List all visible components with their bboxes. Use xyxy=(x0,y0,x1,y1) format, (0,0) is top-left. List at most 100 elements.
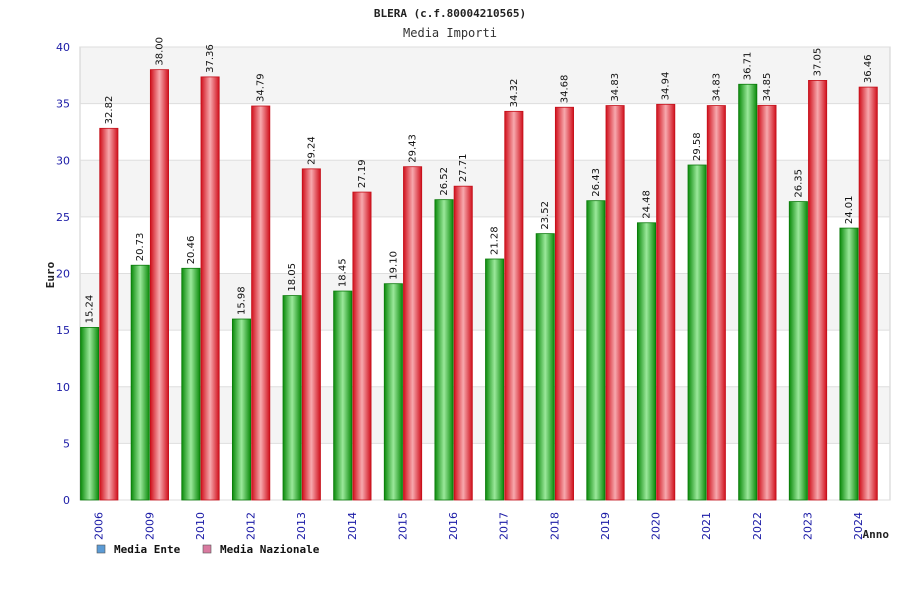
bar-media-ente xyxy=(434,199,454,501)
bar-media-ente xyxy=(687,164,707,501)
y-axis-ticks: 0 5 10 15 20 25 30 35 40 xyxy=(56,41,70,507)
chart-subtitle: Media Importi xyxy=(403,26,497,40)
legend-label: Media Ente xyxy=(114,543,181,556)
x-tick-label: 2024 xyxy=(852,512,865,540)
data-label: 26.35 xyxy=(793,169,804,198)
bar-media-ente xyxy=(231,318,252,501)
x-tick-label: 2012 xyxy=(245,512,258,540)
bar-media-ente xyxy=(788,201,808,501)
x-axis-ticks: 2006 2009 2010 2012 2013 2014 2015 2016 2017 2018… xyxy=(93,512,865,540)
legend-swatch xyxy=(202,544,212,554)
data-label: 34.79 xyxy=(256,73,267,102)
x-tick-label: 2009 xyxy=(143,512,156,540)
data-label: 18.45 xyxy=(338,258,349,287)
bar-media-nazionale xyxy=(706,105,726,501)
data-label: 32.82 xyxy=(104,96,115,125)
y-tick-label: 40 xyxy=(56,41,70,54)
x-tick-label: 2010 xyxy=(194,512,207,540)
data-label: 18.05 xyxy=(287,263,298,292)
bar-media-ente xyxy=(636,222,657,501)
data-label: 34.83 xyxy=(711,73,722,102)
bar-media-ente xyxy=(839,227,859,501)
bar-media-ente xyxy=(383,283,403,501)
data-label: 24.48 xyxy=(641,190,652,219)
x-tick-label: 2018 xyxy=(548,512,561,540)
data-label: 26.43 xyxy=(591,168,602,197)
y-tick-label: 15 xyxy=(56,324,70,337)
bar-media-nazionale xyxy=(808,80,828,501)
bar-media-ente xyxy=(333,290,353,501)
data-label: 21.28 xyxy=(490,226,501,255)
bar-media-nazionale xyxy=(99,127,119,501)
x-tick-label: 2022 xyxy=(751,512,764,540)
data-label: 27.19 xyxy=(357,159,368,188)
data-labels: 15.24 32.82 20.73 38.00 20.46 37.36 15.98 34.79… xyxy=(85,37,875,323)
bar-media-nazionale xyxy=(403,166,423,501)
y-axis-title: Euro xyxy=(44,261,57,288)
bar-media-nazionale xyxy=(352,191,372,501)
data-label: 36.46 xyxy=(863,54,874,83)
y-tick-label: 25 xyxy=(56,211,70,224)
bar-media-nazionale xyxy=(504,110,524,501)
bar-media-nazionale xyxy=(605,105,625,501)
bar-media-nazionale xyxy=(453,185,473,501)
data-label: 37.05 xyxy=(813,48,824,77)
bar-media-ente xyxy=(282,295,302,501)
x-tick-label: 2013 xyxy=(295,512,308,540)
x-tick-label: 2020 xyxy=(650,512,663,540)
bar-media-nazionale xyxy=(149,69,169,501)
x-tick-label: 2019 xyxy=(599,512,612,540)
legend-label: Media Nazionale xyxy=(220,543,320,556)
bar-media-ente xyxy=(130,264,150,501)
y-tick-label: 5 xyxy=(63,437,70,450)
bar-media-ente xyxy=(485,258,505,501)
data-label: 23.52 xyxy=(540,201,551,230)
x-tick-label: 2006 xyxy=(93,512,106,540)
x-tick-label: 2015 xyxy=(396,512,409,540)
bar-media-ente xyxy=(586,200,606,501)
y-tick-label: 20 xyxy=(56,268,70,281)
bar-media-ente xyxy=(80,327,100,501)
x-tick-label: 2023 xyxy=(801,512,814,540)
data-label: 24.01 xyxy=(844,195,855,224)
bar-media-nazionale xyxy=(656,103,676,501)
bar-media-ente xyxy=(181,267,201,501)
legend-swatch xyxy=(96,544,106,554)
data-label: 26.52 xyxy=(439,167,450,196)
data-label: 15.98 xyxy=(236,286,247,315)
data-label: 29.24 xyxy=(306,136,317,165)
data-label: 34.94 xyxy=(661,72,672,101)
y-tick-label: 0 xyxy=(63,494,70,507)
data-label: 34.32 xyxy=(509,79,520,108)
data-label: 36.71 xyxy=(743,52,754,81)
data-label: 34.85 xyxy=(762,73,773,102)
y-tick-label: 10 xyxy=(56,381,70,394)
bar-media-ente xyxy=(738,83,758,501)
bar-media-nazionale xyxy=(200,76,220,501)
bar-media-nazionale xyxy=(301,168,321,501)
y-tick-label: 35 xyxy=(56,98,70,111)
data-label: 37.36 xyxy=(205,44,216,73)
data-label: 38.00 xyxy=(154,37,165,66)
bars xyxy=(80,69,878,501)
data-label: 19.10 xyxy=(388,251,399,280)
x-tick-label: 2017 xyxy=(498,512,511,540)
data-label: 29.58 xyxy=(692,132,703,161)
data-label: 20.73 xyxy=(135,233,146,262)
x-axis-title: Anno xyxy=(863,528,890,541)
bar-media-nazionale xyxy=(757,104,777,501)
data-label: 34.83 xyxy=(610,73,621,102)
data-label: 20.46 xyxy=(186,236,197,265)
data-label: 29.43 xyxy=(408,134,419,163)
y-tick-label: 30 xyxy=(56,154,70,167)
x-tick-label: 2021 xyxy=(700,512,713,540)
legend: Media Ente Media Nazionale xyxy=(96,543,320,556)
data-label: 34.68 xyxy=(559,75,570,104)
data-label: 15.24 xyxy=(85,295,96,324)
bar-media-nazionale xyxy=(554,106,574,501)
data-label: 27.71 xyxy=(458,154,469,183)
bar-media-ente xyxy=(535,233,555,501)
x-tick-label: 2016 xyxy=(447,512,460,540)
